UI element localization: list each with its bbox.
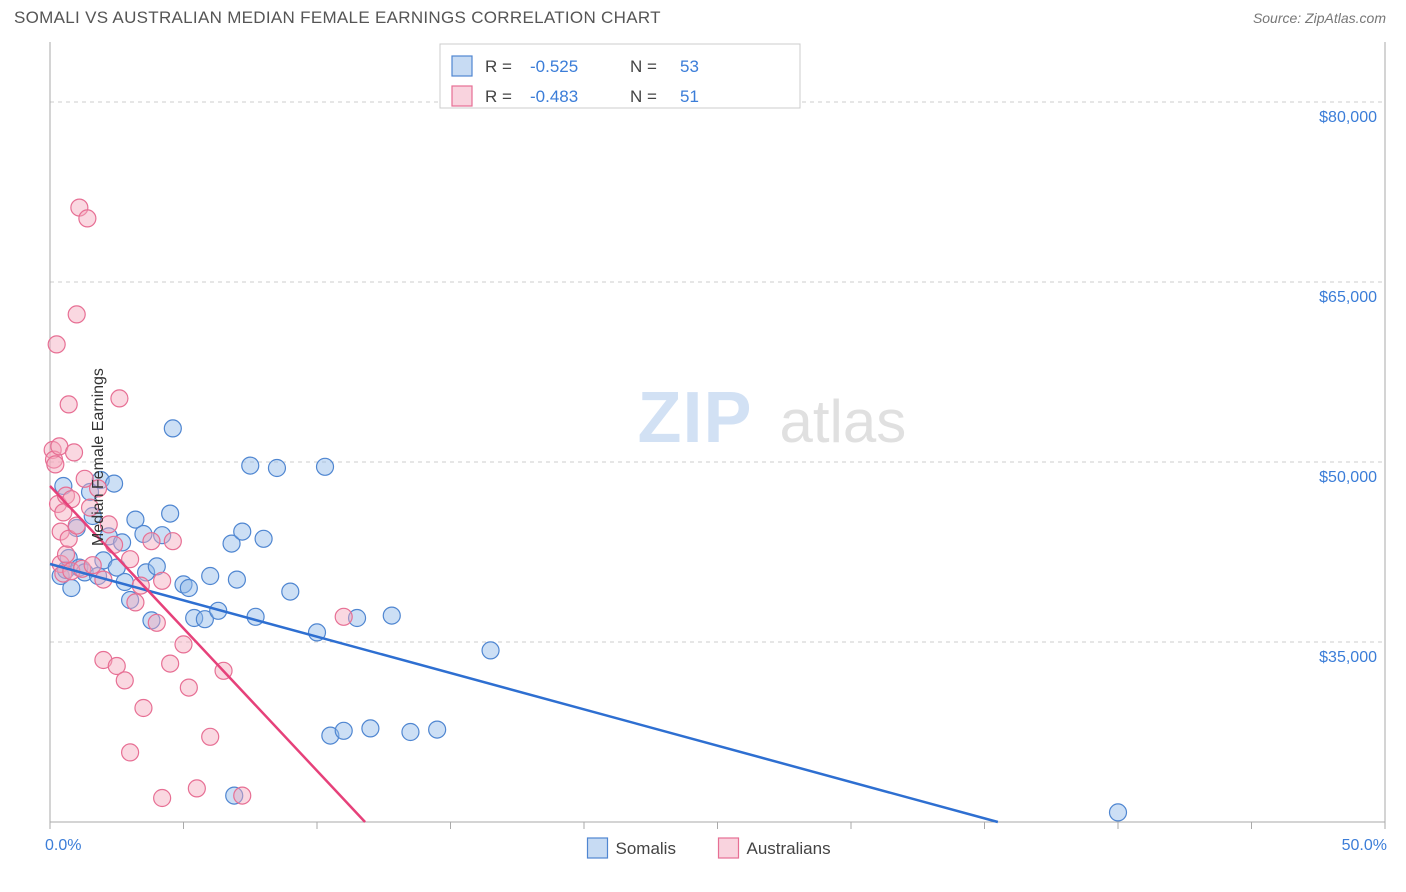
legend-n-value: 51 [680, 87, 699, 106]
data-point [1110, 804, 1127, 821]
legend-r-label: R = [485, 87, 512, 106]
data-point [164, 420, 181, 437]
data-point [317, 458, 334, 475]
data-point [482, 642, 499, 659]
legend-swatch [452, 86, 472, 106]
data-point [162, 655, 179, 672]
data-point [116, 672, 133, 689]
data-point [106, 475, 123, 492]
y-tick-label: $65,000 [1319, 289, 1377, 306]
data-point [234, 523, 251, 540]
legend-r-label: R = [485, 57, 512, 76]
data-point [111, 390, 128, 407]
data-point [180, 580, 197, 597]
y-tick-label: $35,000 [1319, 649, 1377, 666]
legend-series-label: Somalis [616, 839, 676, 858]
data-point [127, 594, 144, 611]
data-point [242, 457, 259, 474]
data-point [154, 790, 171, 807]
legend-r-value: -0.483 [530, 87, 578, 106]
data-point [68, 306, 85, 323]
data-point [47, 456, 64, 473]
data-point [48, 336, 65, 353]
data-point [162, 505, 179, 522]
data-point [84, 557, 101, 574]
data-point [202, 568, 219, 585]
watermark-zip: ZIP [638, 378, 753, 458]
data-point [282, 583, 299, 600]
data-point [335, 608, 352, 625]
legend-n-value: 53 [680, 57, 699, 76]
chart-container: Median Female Earnings $35,000 $50,000 $65… [0, 32, 1406, 882]
data-point [234, 787, 251, 804]
data-point [58, 546, 75, 563]
y-axis-label: Median Female Earnings [90, 368, 108, 546]
data-point [202, 728, 219, 745]
data-point [175, 636, 192, 653]
data-point [268, 460, 285, 477]
data-point [335, 722, 352, 739]
legend-n-label: N = [630, 57, 657, 76]
data-point [148, 614, 165, 631]
data-point [362, 720, 379, 737]
data-point [143, 533, 160, 550]
legend-r-value: -0.525 [530, 57, 578, 76]
data-point [255, 530, 272, 547]
chart-title: SOMALI VS AUSTRALIAN MEDIAN FEMALE EARNI… [14, 8, 661, 28]
legend-swatch [719, 838, 739, 858]
scatter-chart: $35,000 $50,000 $65,000 $80,000 ZIP atlas 0.0%… [0, 32, 1406, 882]
data-point [180, 679, 197, 696]
data-point [122, 744, 139, 761]
data-point [79, 210, 96, 227]
data-point [154, 572, 171, 589]
y-tick-label: $50,000 [1319, 469, 1377, 486]
chart-source: Source: ZipAtlas.com [1253, 10, 1386, 26]
legend-n-label: N = [630, 87, 657, 106]
data-point [383, 607, 400, 624]
data-point [60, 396, 77, 413]
watermark-atlas: atlas [780, 388, 907, 455]
data-point [106, 536, 123, 553]
data-point [228, 571, 245, 588]
data-point [135, 700, 152, 717]
data-point [402, 724, 419, 741]
data-point [188, 780, 205, 797]
data-point [164, 533, 181, 550]
data-point [63, 491, 80, 508]
y-tick-label: $80,000 [1319, 109, 1377, 126]
data-point [66, 444, 83, 461]
data-point [429, 721, 446, 738]
x-min-label: 0.0% [45, 837, 81, 854]
chart-header: SOMALI VS AUSTRALIAN MEDIAN FEMALE EARNI… [0, 0, 1406, 32]
x-max-label: 50.0% [1342, 837, 1387, 854]
legend-swatch [588, 838, 608, 858]
legend-swatch [452, 56, 472, 76]
legend-series-label: Australians [747, 839, 831, 858]
